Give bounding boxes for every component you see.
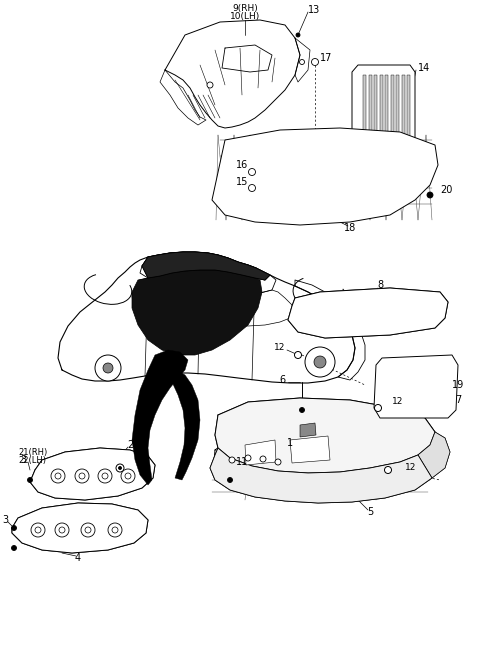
Circle shape xyxy=(295,351,301,359)
Circle shape xyxy=(249,168,255,175)
Circle shape xyxy=(27,478,33,482)
Text: 8: 8 xyxy=(377,280,383,290)
Circle shape xyxy=(121,469,135,483)
Text: 12: 12 xyxy=(392,397,403,407)
Text: 18: 18 xyxy=(344,223,356,233)
Circle shape xyxy=(296,33,300,37)
Circle shape xyxy=(108,523,122,537)
Circle shape xyxy=(31,523,45,537)
Circle shape xyxy=(300,407,304,413)
Circle shape xyxy=(116,464,124,472)
Circle shape xyxy=(55,473,61,479)
Polygon shape xyxy=(418,432,450,478)
Polygon shape xyxy=(142,252,270,280)
Text: 19: 19 xyxy=(452,380,464,390)
Text: 20: 20 xyxy=(440,185,452,195)
Polygon shape xyxy=(210,448,432,503)
Text: 14: 14 xyxy=(418,63,430,73)
Polygon shape xyxy=(290,436,330,463)
Text: 4: 4 xyxy=(75,553,81,563)
Circle shape xyxy=(98,469,112,483)
Text: 13: 13 xyxy=(308,5,320,15)
Polygon shape xyxy=(132,350,188,485)
Circle shape xyxy=(207,82,213,88)
Text: 12: 12 xyxy=(405,463,416,472)
Circle shape xyxy=(300,60,304,64)
Text: 5: 5 xyxy=(367,507,373,517)
Circle shape xyxy=(51,469,65,483)
Polygon shape xyxy=(369,75,372,155)
Circle shape xyxy=(59,527,65,533)
Text: 6: 6 xyxy=(279,375,285,385)
Polygon shape xyxy=(215,398,435,473)
Circle shape xyxy=(103,363,113,373)
Text: 9(RH): 9(RH) xyxy=(232,3,258,12)
Text: 7: 7 xyxy=(455,395,461,405)
Circle shape xyxy=(79,473,85,479)
Text: 2: 2 xyxy=(127,440,133,450)
Circle shape xyxy=(229,457,235,463)
Polygon shape xyxy=(288,288,448,338)
Text: 22(LH): 22(LH) xyxy=(18,455,46,464)
Polygon shape xyxy=(352,65,415,165)
Polygon shape xyxy=(401,75,405,155)
Circle shape xyxy=(125,473,131,479)
Circle shape xyxy=(35,527,41,533)
Circle shape xyxy=(374,405,382,411)
Circle shape xyxy=(81,523,95,537)
Circle shape xyxy=(228,478,232,482)
Polygon shape xyxy=(396,75,399,155)
Polygon shape xyxy=(300,423,316,437)
Polygon shape xyxy=(374,355,458,418)
Circle shape xyxy=(95,355,121,381)
Text: 3: 3 xyxy=(2,515,8,525)
Text: 15: 15 xyxy=(236,177,248,187)
Polygon shape xyxy=(374,75,377,155)
Polygon shape xyxy=(212,128,438,225)
Circle shape xyxy=(275,459,281,465)
Polygon shape xyxy=(407,75,410,155)
Circle shape xyxy=(305,347,335,377)
Circle shape xyxy=(85,527,91,533)
Circle shape xyxy=(427,192,433,198)
Text: 10(LH): 10(LH) xyxy=(230,12,260,22)
Circle shape xyxy=(314,356,326,368)
Circle shape xyxy=(260,456,266,462)
Circle shape xyxy=(245,455,251,461)
Circle shape xyxy=(55,523,69,537)
Text: 3: 3 xyxy=(20,455,26,465)
Circle shape xyxy=(119,466,121,470)
Circle shape xyxy=(384,466,392,474)
Polygon shape xyxy=(30,448,155,500)
Text: 11: 11 xyxy=(236,457,248,467)
Polygon shape xyxy=(385,75,388,155)
Polygon shape xyxy=(363,75,366,155)
Text: 17: 17 xyxy=(320,53,332,63)
Polygon shape xyxy=(132,270,262,355)
Circle shape xyxy=(249,185,255,191)
Polygon shape xyxy=(380,75,383,155)
Circle shape xyxy=(12,545,16,551)
Polygon shape xyxy=(12,503,148,553)
Text: 12: 12 xyxy=(274,344,285,353)
Polygon shape xyxy=(172,372,200,480)
Circle shape xyxy=(312,58,319,66)
Polygon shape xyxy=(245,440,276,465)
Circle shape xyxy=(12,526,16,530)
Circle shape xyxy=(112,527,118,533)
Text: 21(RH): 21(RH) xyxy=(18,447,47,457)
Text: 16: 16 xyxy=(236,160,248,170)
Polygon shape xyxy=(391,75,394,155)
Circle shape xyxy=(102,473,108,479)
Circle shape xyxy=(75,469,89,483)
Text: 1: 1 xyxy=(287,438,293,448)
